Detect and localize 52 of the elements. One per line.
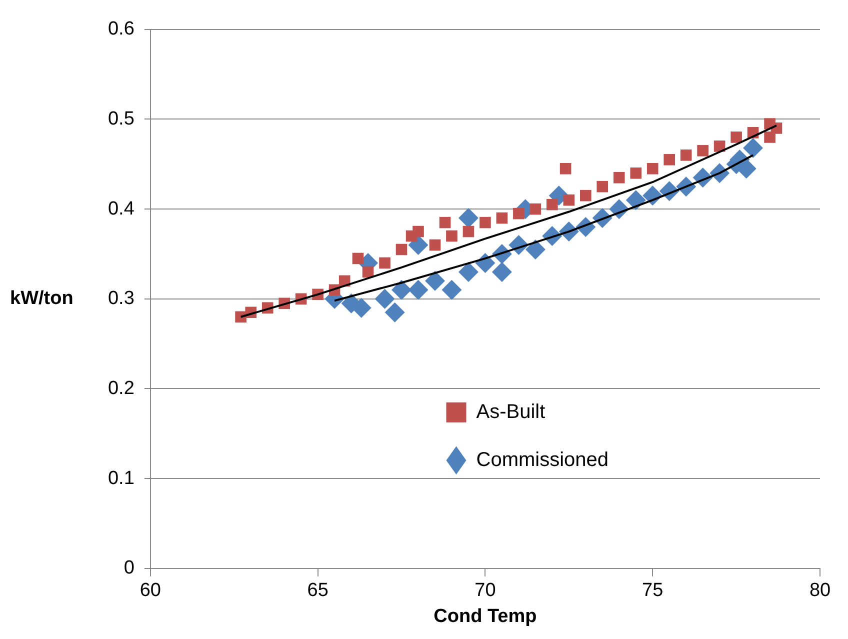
point [458, 262, 478, 282]
y-tick-label: 0 [124, 558, 134, 579]
y-tick-label: 0.6 [108, 18, 134, 40]
point [496, 212, 508, 224]
point [352, 252, 364, 264]
point [446, 230, 458, 242]
legend-label: Commissioned [476, 448, 609, 471]
point [379, 257, 390, 269]
point [743, 138, 764, 158]
point [596, 180, 608, 192]
point [439, 216, 451, 228]
point [396, 244, 408, 256]
x-tick-label: 70 [474, 580, 496, 602]
point [429, 239, 441, 251]
point [646, 162, 658, 174]
point [764, 132, 776, 143]
point [546, 198, 558, 210]
legend-label: As-Built [476, 400, 546, 423]
y-tick-label: 0.2 [108, 378, 134, 399]
point [626, 190, 646, 210]
y-axis-title: kW/ton [10, 288, 74, 310]
point [613, 172, 625, 184]
point [374, 288, 395, 309]
point [680, 150, 692, 161]
point [424, 270, 445, 291]
point [563, 194, 575, 206]
point [580, 190, 592, 202]
x-tick-label: 80 [809, 580, 831, 602]
point [442, 280, 462, 300]
point [408, 280, 428, 300]
point [480, 216, 491, 228]
point [697, 145, 708, 156]
point [730, 132, 742, 143]
point [492, 262, 512, 282]
point [392, 280, 412, 300]
point [664, 154, 675, 166]
y-tick-label: 0.4 [108, 198, 135, 220]
point [462, 226, 474, 238]
point [384, 302, 405, 322]
x-tick-label: 60 [140, 580, 161, 602]
point [412, 226, 424, 238]
y-tick-label: 0.5 [108, 108, 134, 130]
y-tick-label: 0.1 [108, 468, 134, 489]
point [530, 203, 542, 215]
x-axis-title: Cond Temp [434, 606, 537, 627]
point [525, 239, 546, 260]
point [408, 235, 428, 255]
x-tick-label: 75 [642, 580, 664, 602]
y-tick-label: 0.3 [108, 288, 134, 310]
point [630, 167, 642, 179]
x-tick-label: 65 [307, 580, 328, 602]
point [560, 162, 572, 174]
